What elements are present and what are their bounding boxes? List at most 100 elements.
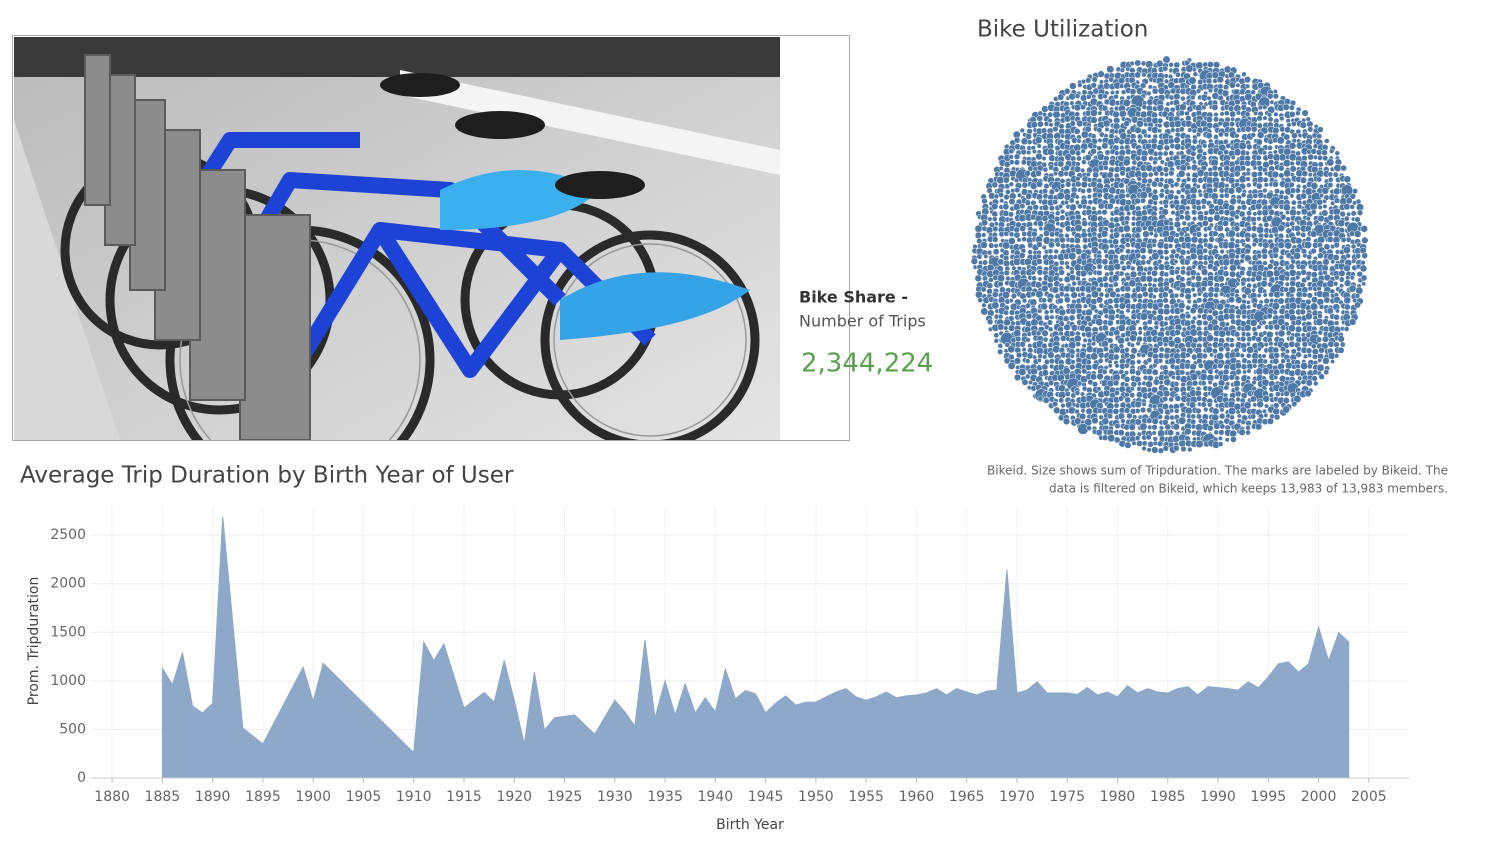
bubble-texture <box>1356 209 1364 216</box>
bubble-texture <box>1274 391 1281 397</box>
bubble-texture <box>1107 221 1116 230</box>
bubble-texture <box>1224 437 1230 443</box>
bubble-texture <box>1124 346 1130 353</box>
bubble-texture <box>1057 160 1065 168</box>
bubble-texture <box>1145 434 1152 441</box>
bubble-texture <box>1021 230 1028 237</box>
bubble-texture <box>1282 103 1290 111</box>
bubble-caption: Bikeid. Size shows sum of Tripduration. … <box>987 464 1448 478</box>
bubble-texture <box>1223 110 1230 117</box>
bubble-texture <box>1284 281 1290 287</box>
bubble-texture <box>1194 199 1202 206</box>
bubble-texture <box>1311 375 1318 382</box>
bubble-texture <box>1101 258 1109 266</box>
bubble-texture <box>1169 414 1175 421</box>
bubble-texture <box>1202 143 1208 149</box>
bubble-texture <box>1189 269 1197 277</box>
bubble-texture <box>1117 429 1125 437</box>
bubble-texture <box>1090 373 1098 381</box>
bubble-texture <box>1294 187 1301 194</box>
bubble-texture <box>1042 396 1050 404</box>
bubble-texture <box>1263 221 1270 228</box>
bubble-texture <box>1048 205 1055 212</box>
bubble-texture <box>1129 386 1135 392</box>
bubble-texture <box>1162 166 1170 173</box>
bubble-texture <box>1324 138 1330 144</box>
bubble-texture <box>1052 126 1059 133</box>
bubble-texture <box>1005 275 1011 282</box>
bubble-texture <box>1109 290 1117 299</box>
bubble-texture <box>1036 120 1044 128</box>
bubble-texture <box>1043 183 1050 190</box>
bubble-texture <box>1360 260 1366 266</box>
bubble-texture <box>1124 336 1130 343</box>
bubble-texture <box>1250 171 1258 179</box>
bubble-texture <box>1074 402 1081 409</box>
bubble-texture <box>1147 171 1154 178</box>
bubble-texture <box>1224 346 1231 353</box>
bubble-texture <box>1265 269 1274 278</box>
bubble-texture <box>1279 213 1287 221</box>
bubble-texture <box>1315 149 1323 156</box>
bubble-texture <box>1124 220 1130 226</box>
bubble-texture <box>1245 170 1251 177</box>
bubble-texture <box>1108 330 1115 337</box>
bubble-texture <box>1021 236 1027 243</box>
bubble-texture <box>1310 230 1318 238</box>
bubble-texture <box>1321 149 1328 156</box>
bubble-texture <box>1122 158 1131 167</box>
bubble-texture <box>1111 274 1120 282</box>
bubble-texture <box>1178 209 1185 215</box>
bubble-texture <box>1263 297 1270 305</box>
bubble-texture <box>1052 110 1061 119</box>
bubble-texture <box>1272 309 1278 316</box>
bubble-texture <box>1123 351 1131 359</box>
bubble-texture <box>1090 116 1098 124</box>
bubble-texture <box>1261 150 1268 156</box>
bubble-texture <box>1307 153 1315 161</box>
bubble-texture <box>1096 269 1103 276</box>
bubble-texture <box>1201 353 1208 360</box>
bubble-texture <box>1147 84 1153 90</box>
bubble-texture <box>1338 276 1345 283</box>
bubble-texture <box>1262 104 1268 110</box>
bubble-texture <box>1081 89 1088 96</box>
bubble-texture <box>987 216 993 222</box>
bubble-texture <box>1288 268 1297 277</box>
bubble-texture <box>1311 343 1317 349</box>
bubble-texture <box>1169 408 1175 414</box>
bubble-texture <box>1175 189 1182 195</box>
bubble-texture <box>1021 378 1029 386</box>
bubble-texture <box>1223 149 1230 156</box>
bubble-texture <box>1213 422 1221 430</box>
bubble-texture <box>991 216 998 222</box>
bubble-texture <box>1261 408 1267 414</box>
bubble-texture <box>1139 312 1149 321</box>
bubble-texture <box>1030 270 1036 276</box>
bubble-texture <box>1140 171 1149 179</box>
bubble-texture <box>1191 264 1197 270</box>
bubble-texture <box>1112 408 1120 415</box>
bubble-texture <box>1267 324 1274 331</box>
bubble-texture <box>1049 231 1056 238</box>
bubble-texture <box>1145 380 1153 389</box>
x-tick-label: 1890 <box>195 789 231 805</box>
bubble-texture <box>1360 225 1368 233</box>
bubble-texture <box>1191 128 1198 134</box>
bubble-texture <box>1109 243 1115 249</box>
bubble-texture <box>1101 417 1110 426</box>
bubble-texture <box>1003 325 1009 331</box>
bubble-texture <box>1052 401 1059 408</box>
bubble-texture <box>1261 209 1269 217</box>
bubble-texture <box>1173 181 1180 188</box>
bubble-texture <box>1024 302 1031 309</box>
bubble-texture <box>1333 320 1340 326</box>
bubble-texture <box>1207 368 1214 375</box>
bubble-texture <box>1179 308 1185 314</box>
bubble-texture <box>1262 292 1268 298</box>
bubble-texture <box>1134 400 1142 409</box>
bubble-texture <box>1305 379 1313 387</box>
bubble-texture <box>1163 73 1169 79</box>
bubble-texture <box>1076 155 1082 162</box>
bubble-texture <box>1184 214 1192 222</box>
